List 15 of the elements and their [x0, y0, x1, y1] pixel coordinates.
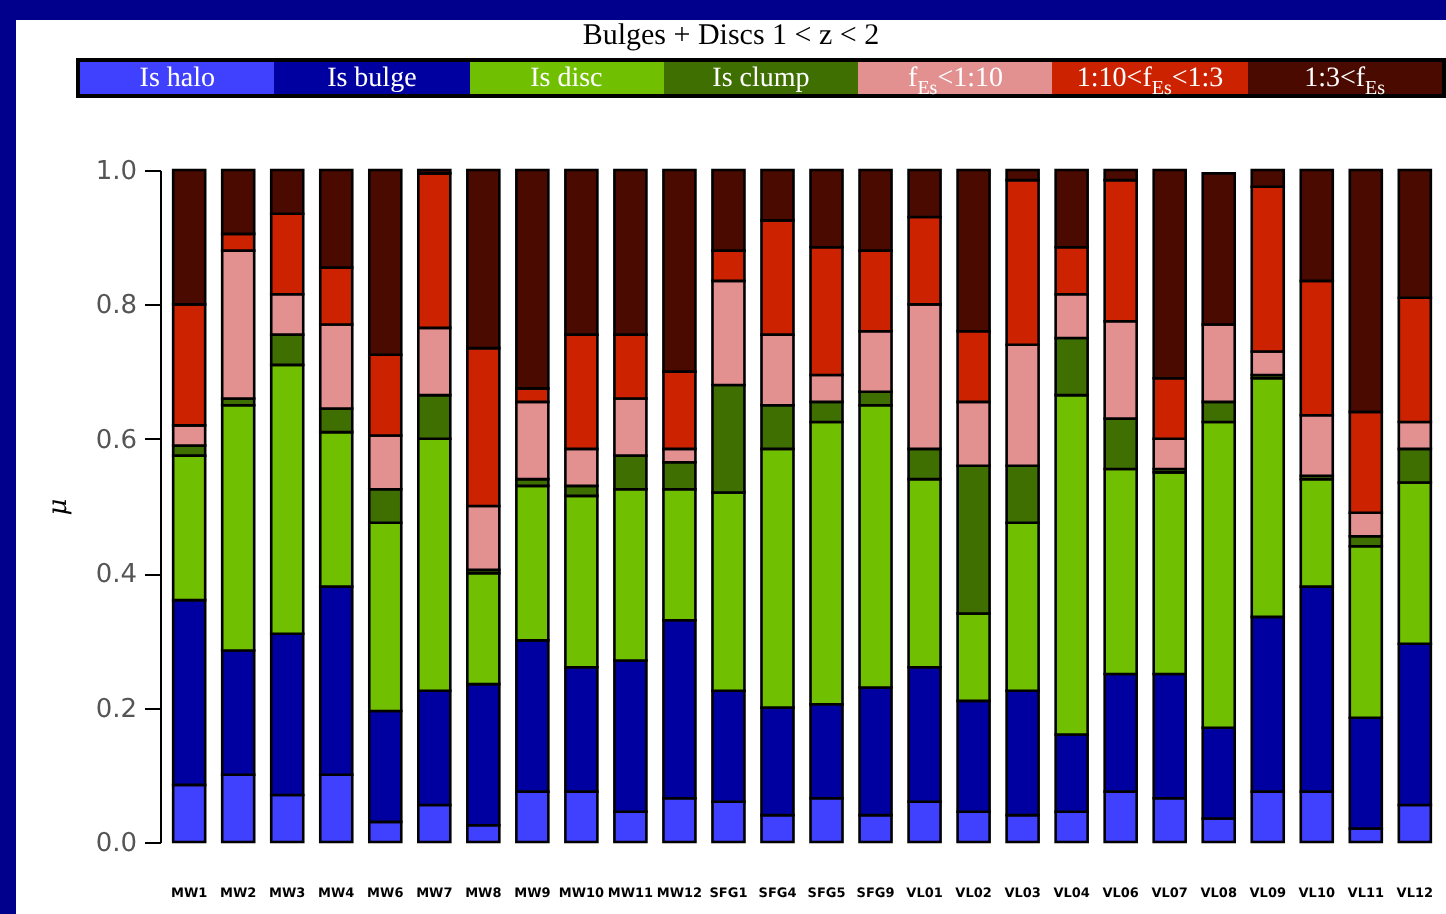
- y-tick-label: 0.8: [95, 291, 137, 322]
- text: Is bulge: [274, 62, 470, 94]
- y-tick-label: 0.0: [95, 829, 137, 859]
- chart-title: Bulges + Discs 1 < z < 2: [580, 20, 882, 54]
- text: Is disc: [469, 62, 664, 94]
- text: Is clump: [663, 62, 859, 94]
- text: 1:3<f$_{Es}$: [1247, 62, 1442, 100]
- y-tick-label: 0.6: [95, 425, 137, 456]
- text: 1:10<f$_{Es}$<1:3: [1052, 62, 1248, 100]
- text: Is halo: [80, 62, 275, 94]
- y-axis-title: μ: [43, 498, 74, 516]
- text: f$_{Es}$<1:10: [858, 62, 1053, 100]
- y-tick-label: 1.0: [95, 157, 137, 187]
- y-tick-label: 0.4: [95, 560, 137, 591]
- y-tick-label: 0.2: [95, 694, 137, 725]
